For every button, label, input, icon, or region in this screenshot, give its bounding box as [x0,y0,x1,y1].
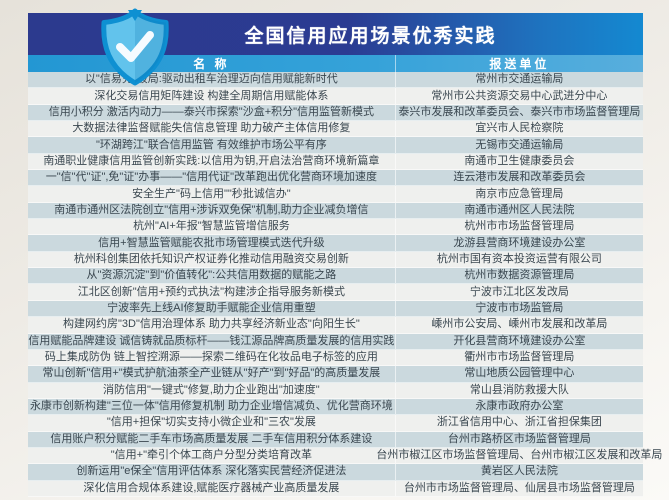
table-row: 永康市创新构建"三位一体"信用修复机制 助力企业增信减负、优化营商环境 永康市政府… [28,398,643,416]
practice-name: 常山创新"信用+"模式护航油茶全产业链从"好产"到"好品"的高质量发展 [28,366,396,382]
table-row: 安全生产"码上信用""秒批诚信办" 南京市应急管理局 [28,186,643,203]
practice-name: "环湖跨江"联合信用监管 有效维护市场公平有序 [28,137,396,153]
table-row: 常山创新"信用+"模式护航油茶全产业链从"好产"到"好品"的高质量发展 常山地质公… [28,366,643,383]
reporting-unit: 台州市市场监督管理局、仙居县市场监督管理局 [403,481,635,494]
page-title: 全国信用应用场景优秀实践 [244,25,497,47]
practice-name: 杭州科创集团依托知识产权证券化推动信用融资交易创新 [28,251,396,268]
practice-name: 构建网约房"3D"信用治理体系 助力共享经济新业态"向阳生长" [28,317,396,333]
table-row: 创新运用"e保全"信用评估体系 深化落实民营经济促进法 黄岩区人民法院 [28,464,643,481]
reporting-unit: 连云港市发展和改革委员会 [453,171,586,184]
table-row: 南通市通州区法院创立"信用+涉诉双免保"机制,助力企业减负增信 南通市通州区人民法… [28,202,643,220]
table-row: 信用赋能品牌建设 诚信铸就品质标杆——钱江源品牌高质量发展的信用实践 开化县营商环… [28,333,643,350]
reporting-unit: 南通市卫生健康委员会 [464,154,575,167]
reporting-unit: 浙江省信用中心、浙江省担保集团 [436,416,602,429]
column-header-row: 名 称 报送单位 [28,55,643,72]
practice-name: 南通市通州区法院创立"信用+涉诉双免保"机制,助力企业减负增信 [28,202,396,219]
reporting-unit: 嵊州市公安局、嵊州市发展和改革局 [431,318,608,331]
practice-name: 江北区创新"信用+预约式执法"构建涉企指导服务新模式 [28,284,396,300]
practice-name: 信用账户积分赋能二手车市场高质量发展 二手车信用积分体系建设 [28,431,396,447]
practice-name: 从"资源沉淀"到"价值转化":公共信用数据的赋能之路 [28,268,396,284]
practice-name: 大数据法律监督赋能失信信息管理 助力破产主体信用修复 [28,121,396,137]
practice-name: 永康市创新构建"三位一体"信用修复机制 助力企业增信减负、优化营商环境 [28,398,396,415]
reporting-unit: 泰兴市发展和改革委员会、泰兴市市场监督管理局 [398,105,641,118]
shield-check-icon [92,5,178,89]
reporting-unit: 宁波市江北区发改局 [469,285,569,298]
table-row: 信用账户积分赋能二手车市场高质量发展 二手车信用积分体系建设 台州市路桥区市场监督… [28,431,643,448]
table-row: 深化交易信用矩阵建设 构建全周期信用赋能体系 常州市公共资源交易中心武进分中心 [28,88,643,105]
table-row: 深化信用合规体系建设,赋能医疗器械产业高质量发展 台州市市场监督管理局、仙居县市场… [28,480,643,497]
reporting-unit: 龙游县营商环境建设办公室 [453,236,586,249]
reporting-unit: 杭州市国有资本投资运营有限公司 [436,252,602,265]
table-body: 以"信易充"破局:驱动出租车治理迈向信用赋能新时代 常州市交通运输局深化交易信用矩… [28,72,663,497]
practice-name: 以"信易充"破局:驱动出租车治理迈向信用赋能新时代 [28,72,396,88]
practice-name: 安全生产"码上信用""秒批诚信办" [28,186,396,202]
table-row: 杭州科创集团依托知识产权证券化推动信用融资交易创新 杭州市国有资本投资运营有限公司 [28,251,643,269]
practice-name: 杭州"AI+年报"智慧监管增信服务 [28,219,396,235]
column-header-name: 名 称 [28,55,396,72]
practice-name: 深化信用合规体系建设,赋能医疗器械产业高质量发展 [28,480,396,496]
reporting-unit: 常州市交通运输局 [475,73,564,86]
table-row: 信用+智慧监管赋能农批市场管理模式迭代升级 龙游县营商环境建设办公室 [28,235,643,252]
practice-name: 深化交易信用矩阵建设 构建全周期信用赋能体系 [28,88,396,104]
reporting-unit: 宜兴市人民检察院 [475,122,564,135]
table-row: 以"信易充"破局:驱动出租车治理迈向信用赋能新时代 常州市交通运输局 [28,72,643,89]
practice-name: 信用赋能品牌建设 诚信铸就品质标杆——钱江源品牌高质量发展的信用实践 [28,333,396,349]
table-row: 宁波率先上线AI修复助手赋能企业信用重塑 宁波市市场监管局 [28,300,643,318]
practice-name: "信用+担保"切实支持小微企业和"三农"发展 [28,415,396,431]
table-row: 南通职业健康信用监管创新实践:以信用为钥,开启法治营商环境新篇章 南通市卫生健康委… [28,153,643,171]
practice-name: 码上集成防伪 链上智控溯源——探索二维码在化妆品电子标签的应用 [28,349,396,366]
reporting-unit: 黄岩区人民法院 [480,465,558,478]
reporting-unit: 开化县营商环境建设办公室 [453,334,586,347]
reporting-unit: 常州市公共资源交易中心武进分中心 [431,89,608,102]
reporting-unit: 杭州市数据资源管理局 [464,269,575,282]
reporting-unit: 台州市路桥区市场监督管理局 [447,432,591,445]
table-row: 消防信用"一键式"修复,助力企业跑出"加速度" 常山县消防救援大队 [28,382,643,399]
table-row: 信用小积分 激活内动力——泰兴市探索"沙盒+积分"信用监管新模式 泰兴市发展和改革… [28,104,643,122]
table-row: 一"信"代"证",免"证"办事——"信用代证"改革跑出优化营商环境加速度 连云港市… [28,170,643,187]
table-row: 码上集成防伪 链上智控溯源——探索二维码在化妆品电子标签的应用 衢州市市场监督管理… [28,349,643,367]
practice-name: 宁波率先上线AI修复助手赋能企业信用重塑 [28,300,396,317]
reporting-unit: 无锡市交通运输局 [475,138,564,151]
table-row: 大数据法律监督赋能失信信息管理 助力破产主体信用修复 宜兴市人民检察院 [28,121,643,138]
reporting-unit: 南通市通州区人民法院 [464,203,575,216]
reporting-unit: 杭州市市场监督管理局 [464,220,575,233]
table-row: 江北区创新"信用+预约式执法"构建涉企指导服务新模式 宁波市江北区发改局 [28,284,643,301]
table-row: 杭州"AI+年报"智慧监管增信服务 杭州市市场监督管理局 [28,219,643,236]
reporting-unit: 常山地质公园管理中心 [464,367,575,380]
practice-name: 信用+智慧监管赋能农批市场管理模式迭代升级 [28,235,396,251]
table-row: "环湖跨江"联合信用监管 有效维护市场公平有序 无锡市交通运输局 [28,137,643,154]
table-row: "信用+担保"切实支持小微企业和"三农"发展 浙江省信用中心、浙江省担保集团 [28,415,643,432]
reporting-unit: 常山县消防救援大队 [469,383,569,396]
credit-practices-table: 全国信用应用场景优秀实践 名 称 报送单位 以"信易充"破局:驱动出租车治理迈向… [28,13,663,497]
reporting-unit: 南京市应急管理局 [475,187,564,200]
column-header-unit: 报送单位 [489,57,550,71]
practice-name: 信用小积分 激活内动力——泰兴市探索"沙盒+积分"信用监管新模式 [28,104,396,121]
practice-name: 一"信"代"证",免"证"办事——"信用代证"改革跑出优化营商环境加速度 [28,170,396,186]
table-row: 构建网约房"3D"信用治理体系 助力共享经济新业态"向阳生长" 嵊州市公安局、嵊州… [28,317,643,334]
reporting-unit: 宁波市市场监管局 [475,301,564,314]
reporting-unit: 台州市椒江区市场监督管理局、台州市椒江区发展和改革局 [376,449,663,462]
reporting-unit: 衢州市市场监督管理局 [464,351,575,364]
practice-name: 南通职业健康信用监管创新实践:以信用为钥,开启法治营商环境新篇章 [28,153,396,170]
practice-name: 消防信用"一键式"修复,助力企业跑出"加速度" [28,382,396,398]
table-row: "信用+"牵引个体工商户分型分类培育改革 台州市椒江区市场监督管理局、台州市椒江区… [28,447,663,465]
table-row: 从"资源沉淀"到"价值转化":公共信用数据的赋能之路 杭州市数据资源管理局 [28,268,643,285]
practice-name: 创新运用"e保全"信用评估体系 深化落实民营经济促进法 [28,464,396,480]
practice-name: "信用+"牵引个体工商户分型分类培育改革 [28,447,396,464]
reporting-unit: 永康市政府办公室 [475,400,564,413]
